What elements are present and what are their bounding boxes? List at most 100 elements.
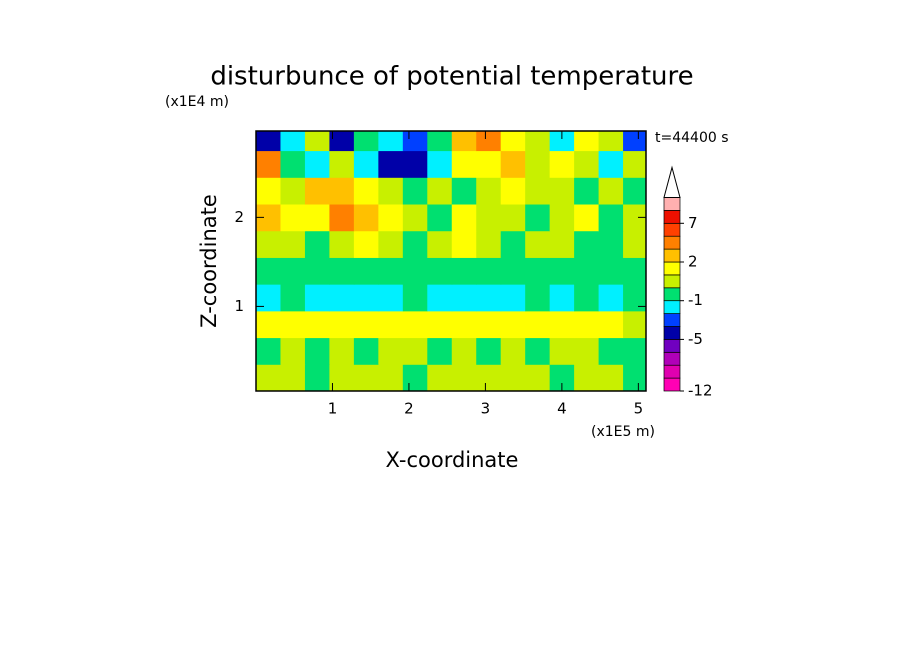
field-cell bbox=[329, 177, 355, 205]
field-cell bbox=[329, 230, 355, 258]
plot-frame bbox=[255, 130, 647, 392]
field-cell bbox=[427, 310, 453, 339]
field-cell bbox=[353, 364, 379, 391]
field-cell bbox=[451, 284, 477, 312]
field-cell bbox=[525, 257, 551, 285]
colorbar-label: 7 bbox=[688, 214, 698, 232]
field-cell bbox=[304, 284, 330, 312]
field-cell bbox=[476, 310, 502, 339]
field-cell bbox=[525, 284, 551, 312]
field-cell bbox=[427, 230, 453, 258]
field-cell bbox=[256, 177, 281, 205]
field-cell bbox=[476, 257, 502, 285]
field-cell bbox=[378, 204, 404, 232]
field-cell bbox=[574, 364, 600, 391]
field-cell bbox=[427, 204, 453, 232]
field bbox=[256, 131, 646, 391]
field-cell bbox=[353, 310, 379, 339]
field-cell bbox=[256, 337, 281, 365]
field-cell bbox=[304, 364, 330, 391]
field-cell bbox=[378, 150, 404, 178]
colorbar-box bbox=[663, 197, 681, 211]
colorbar-box bbox=[663, 248, 681, 263]
field-cell bbox=[280, 284, 306, 312]
y-axis-label: Z-coordinate bbox=[197, 194, 221, 328]
field-cell bbox=[329, 150, 355, 178]
colorbar-box bbox=[663, 339, 681, 353]
field-cell bbox=[304, 204, 330, 232]
field-cell bbox=[304, 257, 330, 285]
field-cell bbox=[525, 150, 551, 178]
field-cell bbox=[476, 177, 502, 205]
field-cell bbox=[574, 337, 600, 365]
field-cell bbox=[451, 177, 477, 205]
colorbar-box bbox=[663, 377, 681, 392]
field-cell bbox=[549, 257, 575, 285]
field-cell bbox=[525, 204, 551, 232]
field-cell bbox=[427, 364, 453, 391]
field-cell bbox=[427, 337, 453, 365]
field-cell bbox=[623, 131, 646, 152]
field-cell bbox=[525, 364, 551, 391]
field-cell bbox=[256, 257, 281, 285]
field-cell bbox=[402, 364, 428, 391]
field-cell bbox=[451, 230, 477, 258]
field-cell bbox=[549, 150, 575, 178]
field-cell bbox=[256, 131, 281, 152]
colorbar-box bbox=[663, 235, 681, 250]
field-cell bbox=[574, 204, 600, 232]
field-cell bbox=[329, 257, 355, 285]
field-cell bbox=[574, 177, 600, 205]
field-cell bbox=[402, 284, 428, 312]
y-tick-label: 1 bbox=[234, 297, 244, 315]
colorbar-box bbox=[663, 351, 681, 366]
field-cell bbox=[451, 204, 477, 232]
colorbar-box bbox=[663, 287, 681, 302]
field-cell bbox=[378, 230, 404, 258]
field-cell bbox=[353, 150, 379, 178]
field-cell bbox=[256, 364, 281, 391]
field-cell bbox=[402, 204, 428, 232]
colorbar-box bbox=[663, 261, 681, 276]
colorbar-label: -5 bbox=[688, 330, 703, 348]
field-cell bbox=[402, 150, 428, 178]
field-cell bbox=[378, 310, 404, 339]
field-cell bbox=[378, 284, 404, 312]
field-cell bbox=[574, 310, 600, 339]
field-cell bbox=[329, 284, 355, 312]
field-cell bbox=[280, 337, 306, 365]
field-cell bbox=[623, 284, 646, 312]
field-cell bbox=[623, 257, 646, 285]
colorbar-box bbox=[663, 210, 681, 224]
field-cell bbox=[280, 257, 306, 285]
field-cell bbox=[304, 131, 330, 152]
annotation: t=44400 s bbox=[655, 130, 729, 146]
field-cell bbox=[500, 284, 526, 312]
field-cell bbox=[280, 364, 306, 391]
field-cell bbox=[574, 131, 600, 152]
field-cell bbox=[378, 257, 404, 285]
field-cell bbox=[549, 284, 575, 312]
field-cell bbox=[378, 364, 404, 391]
field-cell bbox=[525, 177, 551, 205]
field-cell bbox=[476, 131, 502, 152]
y-tick-label: 2 bbox=[234, 208, 244, 226]
x-tick-label: 5 bbox=[634, 400, 644, 418]
field-cell bbox=[598, 204, 624, 232]
field-cell bbox=[353, 257, 379, 285]
field-cell bbox=[476, 204, 502, 232]
field-cell bbox=[476, 337, 502, 365]
field-cell bbox=[598, 177, 624, 205]
field-cell bbox=[280, 310, 306, 339]
field-cell bbox=[598, 230, 624, 258]
field-cell bbox=[256, 310, 281, 339]
colorbar-label: -12 bbox=[688, 382, 713, 400]
field-cell bbox=[525, 337, 551, 365]
field-cell bbox=[623, 177, 646, 205]
colorbar-extension bbox=[663, 165, 681, 198]
field-cell bbox=[500, 131, 526, 152]
x-tick-label: 2 bbox=[404, 400, 414, 418]
field-cell bbox=[623, 230, 646, 258]
field-cell bbox=[378, 337, 404, 365]
